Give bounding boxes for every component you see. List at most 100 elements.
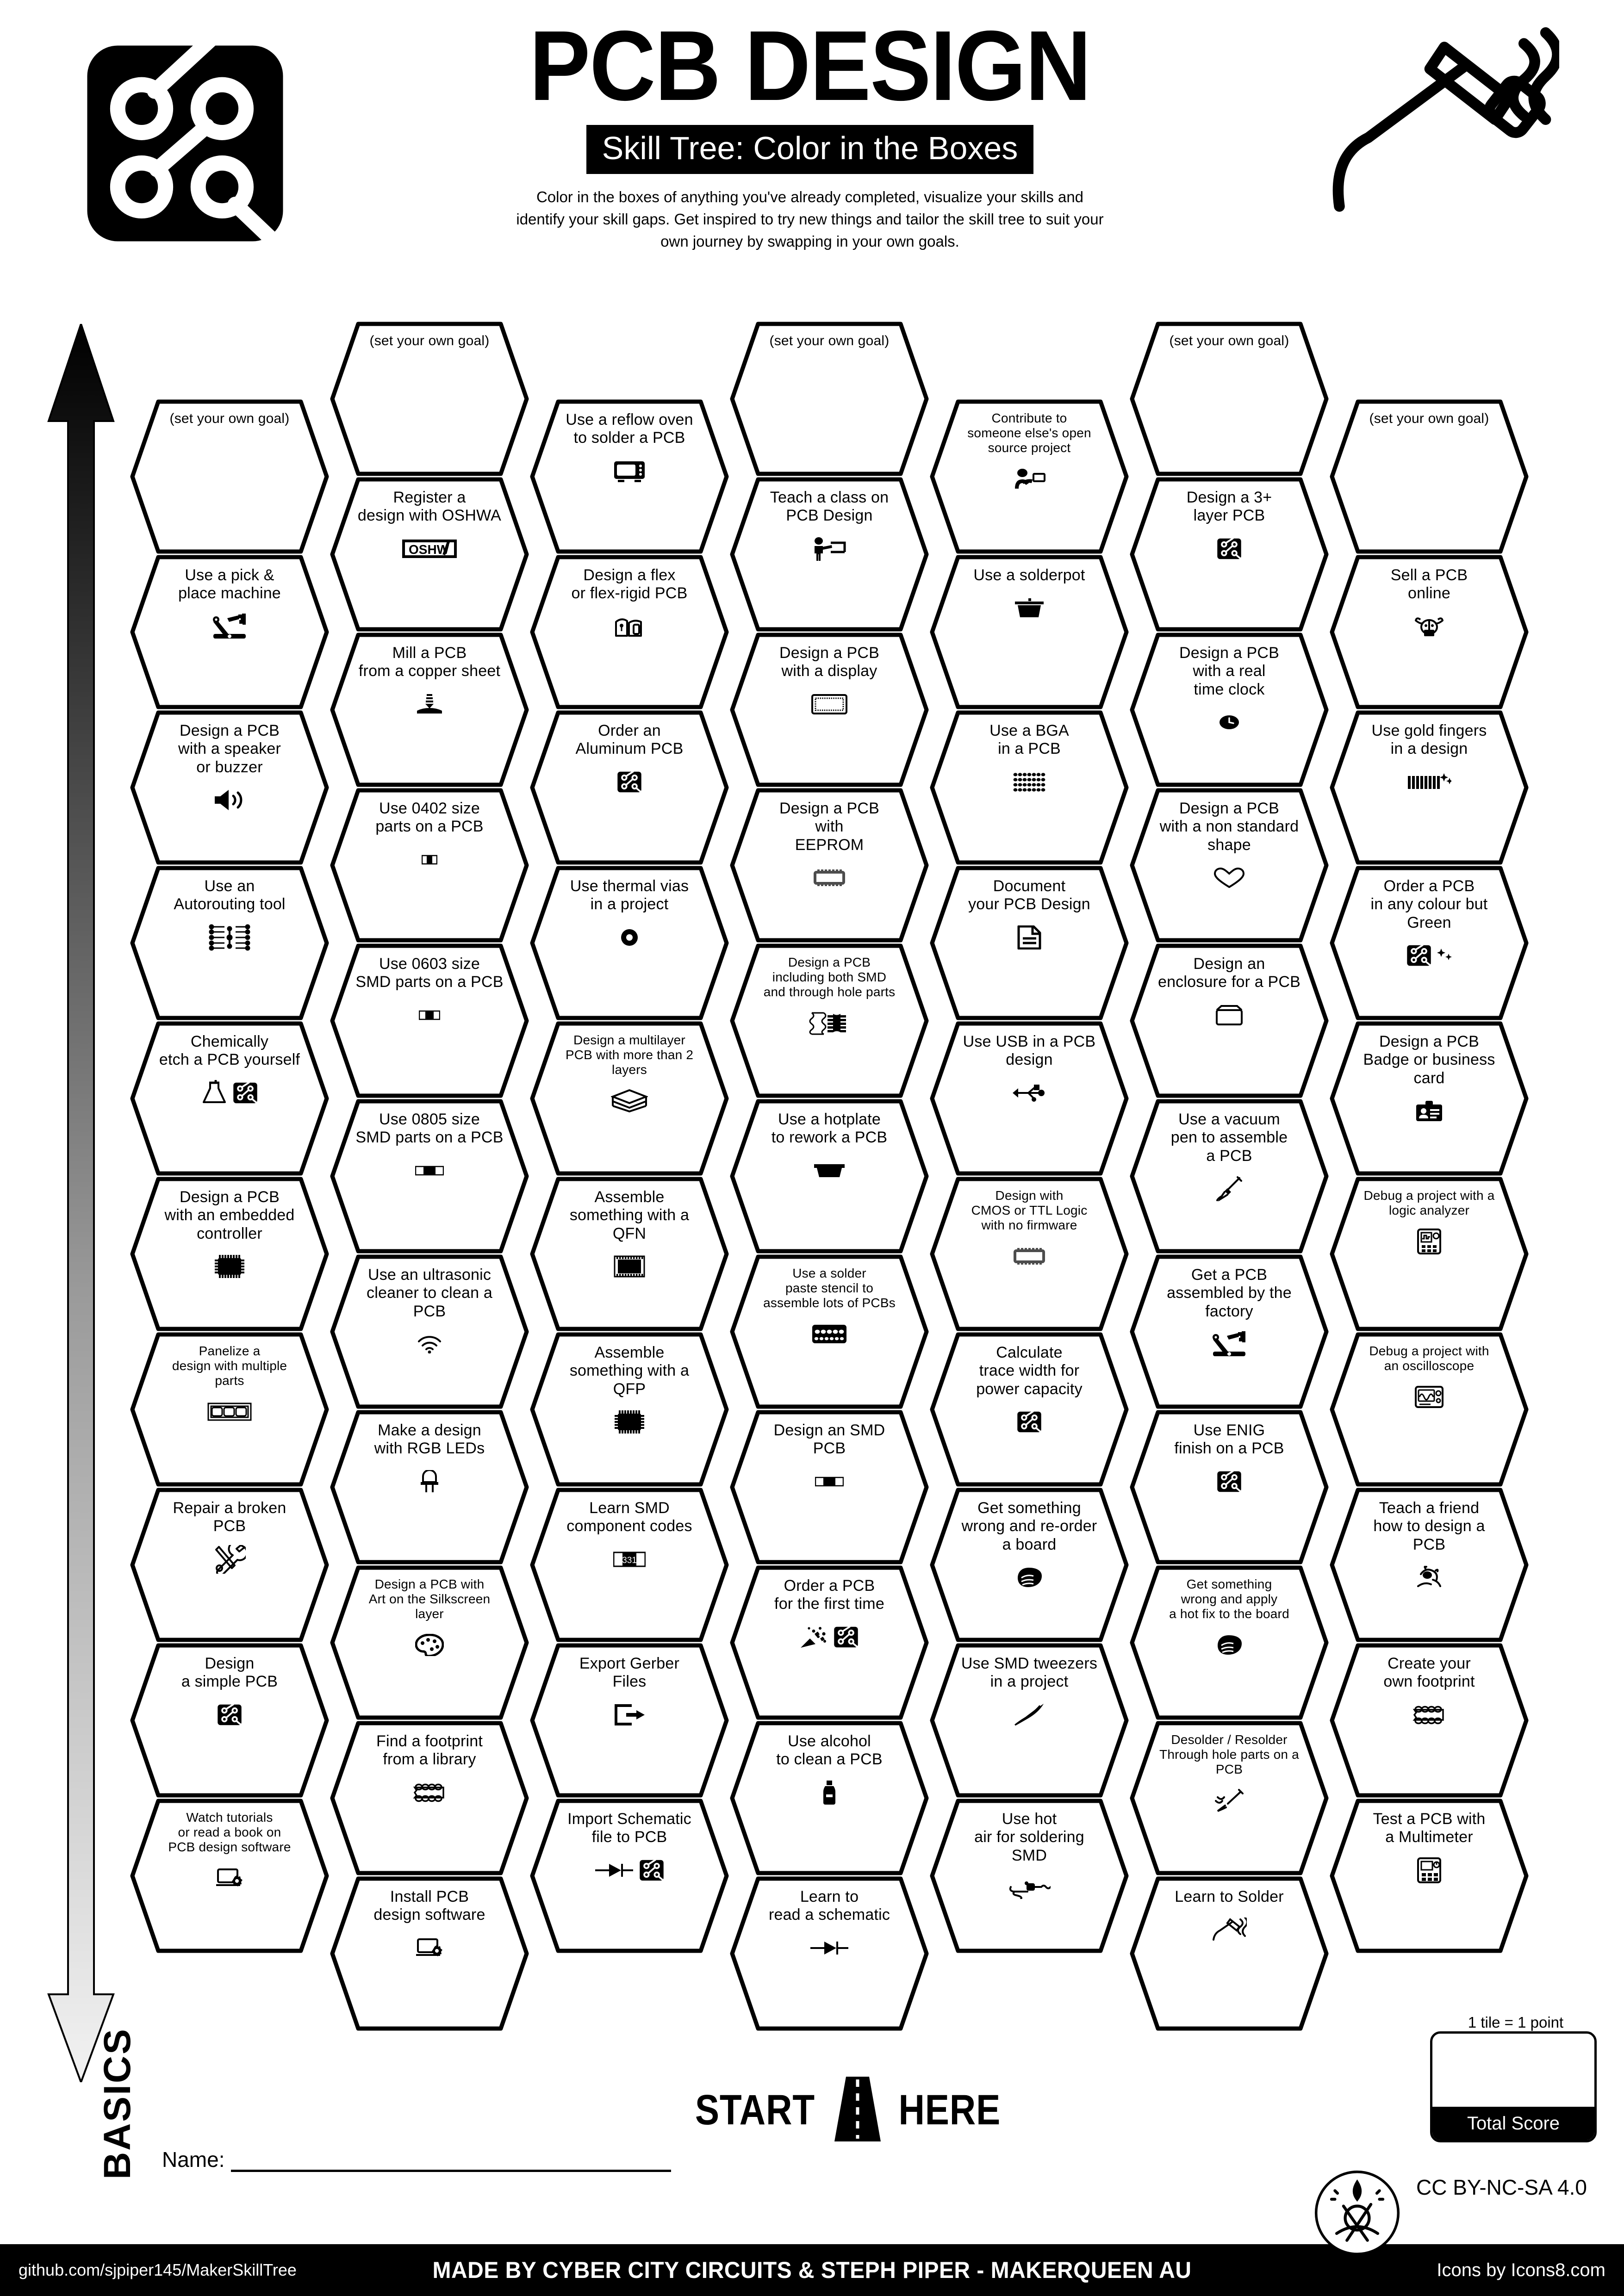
skill-tile[interactable]: Sell a PCB online xyxy=(1329,554,1529,710)
skill-tile[interactable]: Use a reflow oven to solder a PCB xyxy=(529,399,729,554)
skill-tile[interactable]: Use a solder paste stencil to assemble l… xyxy=(729,1254,929,1409)
tile-label: Use a pick & place machine xyxy=(178,566,281,602)
skill-tile[interactable]: Use thermal vias in a project xyxy=(529,865,729,1021)
skill-tile[interactable]: Order a PCB for the first time xyxy=(729,1565,929,1720)
skill-tile[interactable]: Desolder / Resolder Through hole parts o… xyxy=(1129,1720,1329,1876)
skill-tile[interactable]: Get something wrong and re-order a board xyxy=(929,1487,1129,1643)
score-frame[interactable]: Total Score xyxy=(1430,2031,1597,2142)
skill-tile[interactable]: Use ENIG finish on a PCB xyxy=(1129,1409,1329,1565)
skill-tile[interactable]: Order an Aluminum PCB xyxy=(529,710,729,865)
tile-label: Test a PCB with a Multimeter xyxy=(1373,1810,1486,1846)
skill-tile[interactable]: Use an Autorouting tool xyxy=(130,865,330,1021)
skill-tile[interactable]: Design a PCB with a non standard shape xyxy=(1129,788,1329,943)
skill-tile[interactable]: Teach a friend how to design a PCB xyxy=(1329,1487,1529,1643)
tile-body: Install PCB design software xyxy=(351,1876,508,1966)
name-field[interactable]: Name: xyxy=(162,2147,671,2172)
skill-tile[interactable]: Debug a project with an oscilloscope xyxy=(1329,1332,1529,1487)
skill-tile[interactable]: Use a BGA in a PCB xyxy=(929,710,1129,865)
skill-tile[interactable]: (set your own goal) xyxy=(1329,399,1529,554)
skill-tile[interactable]: Learn SMD component codes 331 xyxy=(529,1487,729,1643)
skill-tile[interactable]: Order a PCB in any colour but Green xyxy=(1329,865,1529,1021)
skill-tile[interactable]: Design a PCB with a speaker or buzzer xyxy=(130,710,330,865)
footer-icons-credit[interactable]: Icons by Icons8.com xyxy=(1437,2259,1605,2280)
skill-tile[interactable]: Get a PCB assembled by the factory xyxy=(1129,1254,1329,1409)
smd-tht-icon xyxy=(751,1005,908,1041)
skill-tile[interactable]: Design a simple PCB xyxy=(130,1643,330,1798)
skill-tile[interactable]: Design a PCB with a display xyxy=(729,632,929,788)
skill-tile[interactable]: Design a flex or flex-rigid PCB xyxy=(529,554,729,710)
skill-tile[interactable]: Use a vacuum pen to assemble a PCB xyxy=(1129,1098,1329,1254)
skill-tile[interactable]: Design a 3+ layer PCB xyxy=(1129,477,1329,632)
skill-tile[interactable]: Use 0805 size SMD parts on a PCB xyxy=(330,1098,529,1254)
tile-label: Make a design with RGB LEDs xyxy=(374,1421,485,1458)
skill-tile[interactable]: Use a solderpot xyxy=(929,554,1129,710)
skill-tile[interactable]: (set your own goal) xyxy=(130,399,330,554)
skill-tile[interactable]: Find a footprint from a library xyxy=(330,1720,529,1876)
tile-label: Teach a friend how to design a PCB xyxy=(1373,1499,1485,1553)
tile-body: Design a PCB Badge or business card xyxy=(1350,1021,1508,1129)
hexagon-outline xyxy=(130,554,330,710)
skill-tile[interactable]: (set your own goal) xyxy=(1129,321,1329,477)
tile-label: Assemble something with a QFP xyxy=(569,1344,690,1398)
skill-tile[interactable]: Design a PCB including both SMD and thro… xyxy=(729,943,929,1098)
skill-tile[interactable]: Assemble something with a QFP xyxy=(529,1332,729,1487)
hexagon-outline xyxy=(1329,1332,1529,1487)
skill-tile[interactable]: Repair a broken PCB xyxy=(130,1487,330,1643)
skill-tile[interactable]: Use 0603 size SMD parts on a PCB xyxy=(330,943,529,1098)
skill-tile[interactable]: Watch tutorials or read a book on PCB de… xyxy=(130,1798,330,1954)
skill-tile[interactable]: Design a multilayer PCB with more than 2… xyxy=(529,1021,729,1176)
skill-tile[interactable]: Calculate trace width for power capacity xyxy=(929,1332,1129,1487)
start-label: START xyxy=(695,2086,815,2134)
skill-tile[interactable]: Create your own footprint xyxy=(1329,1643,1529,1798)
skill-tile[interactable]: Design an enclosure for a PCB xyxy=(1129,943,1329,1098)
skill-tile[interactable]: Contribute to someone else's open source… xyxy=(929,399,1129,554)
name-input-rule[interactable] xyxy=(231,2154,671,2172)
skill-tile[interactable]: Assemble something with a QFN xyxy=(529,1176,729,1332)
skill-tile[interactable]: Use gold fingers in a design xyxy=(1329,710,1529,865)
robot-arm-icon xyxy=(151,608,308,645)
skill-tile[interactable]: Import Schematic file to PCB xyxy=(529,1798,729,1954)
footer-repo-link[interactable]: github.com/sjpiper145/MakerSkillTree xyxy=(19,2260,297,2279)
skill-tile[interactable]: Panelize a design with multiple parts xyxy=(130,1332,330,1487)
skill-tile[interactable]: Chemically etch a PCB yourself xyxy=(130,1021,330,1176)
contribute-icon xyxy=(951,461,1108,497)
skill-tile[interactable]: Debug a project with a logic analyzer xyxy=(1329,1176,1529,1332)
skill-tile[interactable]: Use an ultrasonic cleaner to clean a PCB xyxy=(330,1254,529,1409)
tile-body: Debug a project with a logic analyzer xyxy=(1350,1176,1508,1260)
skill-tile[interactable]: Design with CMOS or TTL Logic with no fi… xyxy=(929,1176,1129,1332)
hexagon-outline xyxy=(330,1876,529,2031)
skill-tile[interactable]: Design an SMD PCB xyxy=(729,1409,929,1565)
skill-tile[interactable]: Register a design with OSHWA OSHW xyxy=(330,477,529,632)
total-score-box[interactable]: Total Score xyxy=(1430,2031,1597,2142)
skill-tile[interactable]: Mill a PCB from a copper sheet xyxy=(330,632,529,788)
skill-tile[interactable]: Teach a class on PCB Design xyxy=(729,477,929,632)
skill-tile[interactable]: Design a PCB with an embedded controller xyxy=(130,1176,330,1332)
skill-tile[interactable]: Export Gerber Files xyxy=(529,1643,729,1798)
skill-tile[interactable]: Use a pick & place machine xyxy=(130,554,330,710)
skill-tile[interactable]: (set your own goal) xyxy=(330,321,529,477)
skill-tile[interactable]: Use SMD tweezers in a project xyxy=(929,1643,1129,1798)
skill-tile[interactable]: Use USB in a PCB design xyxy=(929,1021,1129,1176)
skill-tile[interactable]: Use hot air for soldering SMD xyxy=(929,1798,1129,1954)
skill-tile[interactable]: Make a design with RGB LEDs xyxy=(330,1409,529,1565)
skill-tile[interactable]: Use 0402 size parts on a PCB xyxy=(330,788,529,943)
pcb-chip-icon xyxy=(1151,1464,1308,1500)
skill-tile[interactable]: Test a PCB with a Multimeter xyxy=(1329,1798,1529,1954)
skill-tile[interactable]: (set your own goal) xyxy=(729,321,929,477)
tile-body: Desolder / Resolder Through hole parts o… xyxy=(1151,1720,1308,1818)
tile-body: Order a PCB for the first time xyxy=(751,1565,908,1655)
skill-tile[interactable]: Use a hotplate to rework a PCB xyxy=(729,1098,929,1254)
skill-tile[interactable]: Learn to read a schematic xyxy=(729,1876,929,2031)
skill-tile[interactable]: Install PCB design software xyxy=(330,1876,529,2031)
skill-tile[interactable]: Design a PCB with a real time clock xyxy=(1129,632,1329,788)
skill-tile[interactable]: Design a PCB with Art on the Silkscreen … xyxy=(330,1565,529,1720)
tile-label: Use a reflow oven to solder a PCB xyxy=(566,411,693,447)
skill-tile[interactable]: Design a PCB with EEPROM xyxy=(729,788,929,943)
tile-body: (set your own goal) xyxy=(1151,321,1308,391)
skill-tile[interactable]: Document your PCB Design xyxy=(929,865,1129,1021)
tile-label: Watch tutorials or read a book on PCB de… xyxy=(168,1810,291,1854)
skill-tile[interactable]: Use alcohol to clean a PCB xyxy=(729,1720,929,1876)
skill-tile[interactable]: Get something wrong and apply a hot fix … xyxy=(1129,1565,1329,1720)
skill-tile[interactable]: Design a PCB Badge or business card xyxy=(1329,1021,1529,1176)
skill-tile[interactable]: Learn to Solder xyxy=(1129,1876,1329,2031)
